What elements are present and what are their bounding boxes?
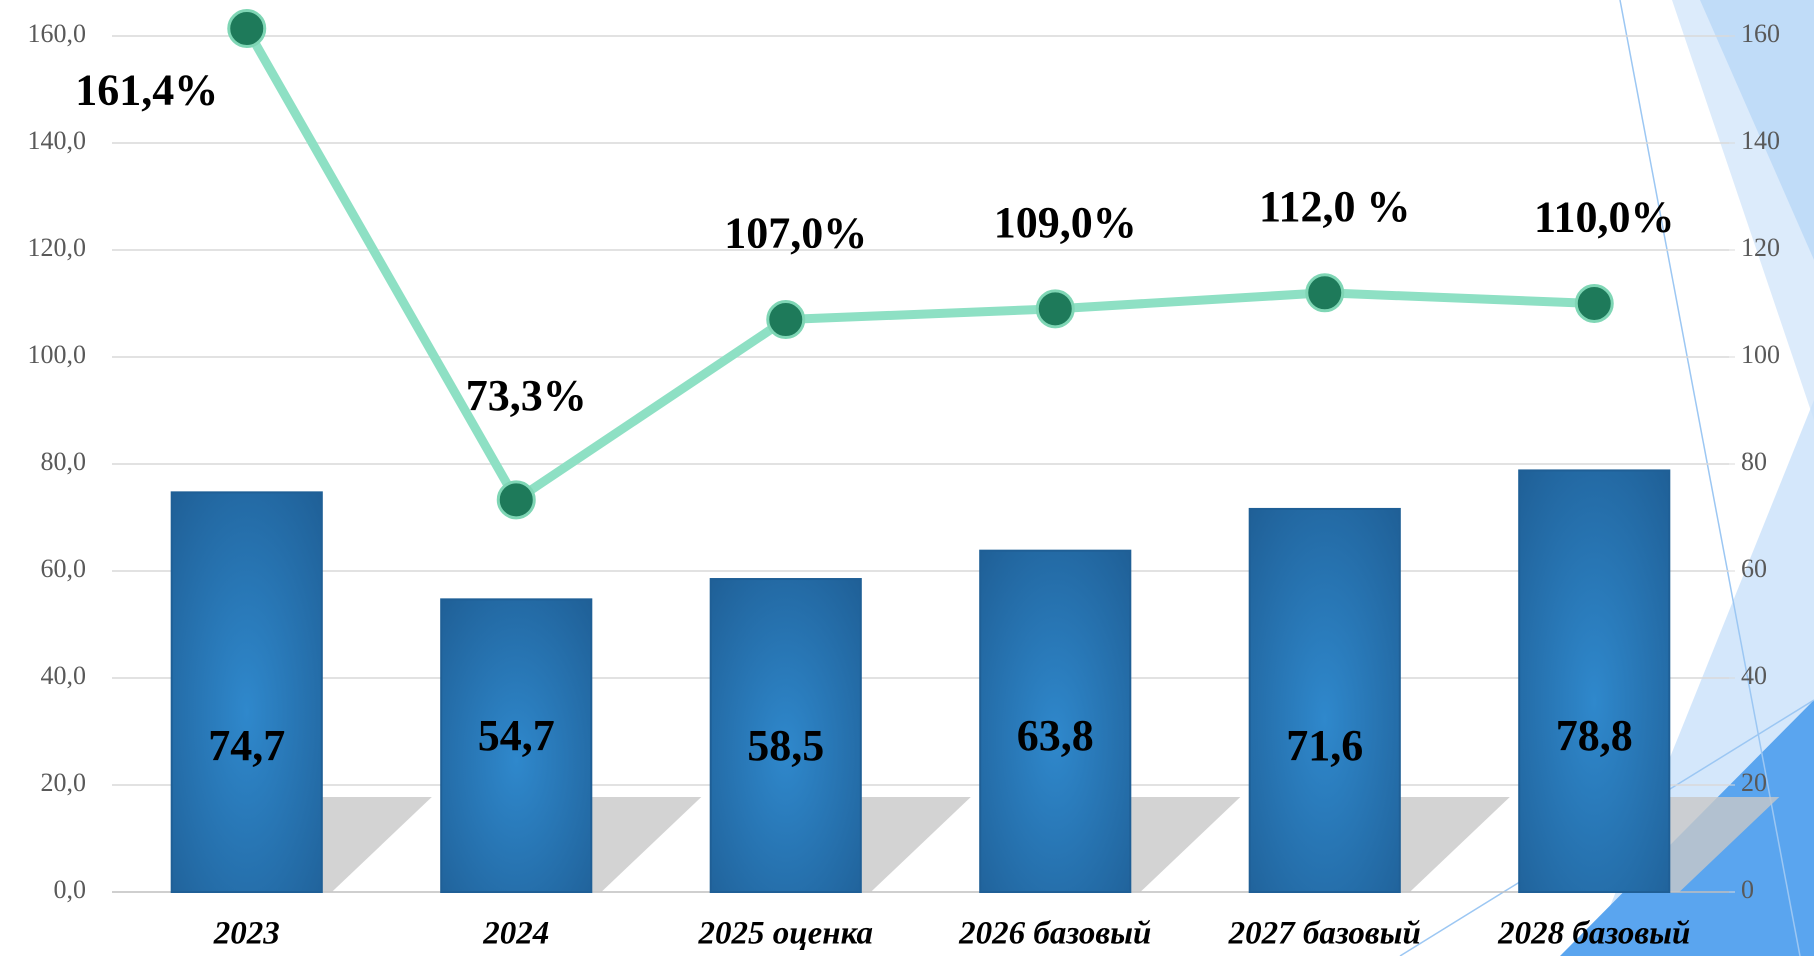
line-marker — [229, 11, 265, 47]
x-tick-label: 2024 — [482, 916, 549, 952]
y2-tick-label: 40 — [1741, 661, 1767, 690]
line — [247, 29, 1595, 500]
y2-tick-label: 100 — [1741, 340, 1780, 369]
bar-value-label: 54,7 — [478, 711, 555, 760]
y2-tick-label: 160 — [1741, 19, 1780, 48]
bar-value-label: 63,8 — [1017, 711, 1094, 760]
bar — [1519, 470, 1669, 892]
x-tick-label: 2027 базовый — [1228, 916, 1421, 952]
bar-shadow — [1130, 797, 1240, 892]
y-tick-label: 60,0 — [41, 554, 87, 583]
y-tick-label: 20,0 — [41, 768, 87, 797]
bar — [1250, 509, 1400, 892]
line-marker — [498, 482, 534, 518]
y2-tick-label: 140 — [1741, 126, 1780, 155]
y2-tick-label: 60 — [1741, 554, 1767, 583]
y-tick-label: 40,0 — [41, 661, 87, 690]
y-tick-label: 160,0 — [28, 19, 87, 48]
x-tick-label: 2026 базовый — [958, 916, 1151, 952]
y-tick-label: 100,0 — [28, 340, 87, 369]
bar-shadow — [1400, 797, 1510, 892]
bar-value-label: 71,6 — [1286, 721, 1363, 770]
y2-tick-label: 0 — [1741, 875, 1754, 904]
bar-shadow — [591, 797, 701, 892]
bar-value-label: 78,8 — [1556, 711, 1633, 760]
bar-value-label: 58,5 — [747, 721, 824, 770]
y2-tick-label: 80 — [1741, 447, 1767, 476]
y-tick-label: 140,0 — [28, 126, 87, 155]
y2-tick-label: 120 — [1741, 233, 1780, 262]
line-value-label: 107,0% — [724, 209, 867, 258]
bar-shadow — [322, 797, 432, 892]
chart: 0,0 20,0 40,0 60,0 80,0 100,0 120,0 140,0 160,0 0… — [0, 0, 1814, 956]
y-tick-label: 0,0 — [54, 875, 87, 904]
y-tick-label: 80,0 — [41, 447, 87, 476]
y-tick-label: 120,0 — [28, 233, 87, 262]
bar — [172, 492, 322, 892]
x-tick-label: 2025 оценка — [698, 916, 873, 952]
line-value-label: 112,0 % — [1259, 182, 1411, 231]
line-value-label: 73,3% — [466, 371, 587, 420]
bar-shadow — [861, 797, 971, 892]
line-marker — [1576, 286, 1612, 322]
x-tick-label: 2028 базовый — [1497, 916, 1690, 952]
line-value-label: 110,0% — [1534, 193, 1675, 242]
x-tick-label: 2023 — [213, 916, 280, 952]
line-marker — [1307, 275, 1343, 311]
y2-tick-label: 20 — [1741, 768, 1767, 797]
line-marker — [768, 302, 804, 338]
line-value-label: 161,4% — [75, 66, 218, 115]
bar-value-label: 74,7 — [208, 721, 285, 770]
line-marker — [1037, 291, 1073, 327]
line-value-label: 109,0% — [994, 198, 1137, 247]
